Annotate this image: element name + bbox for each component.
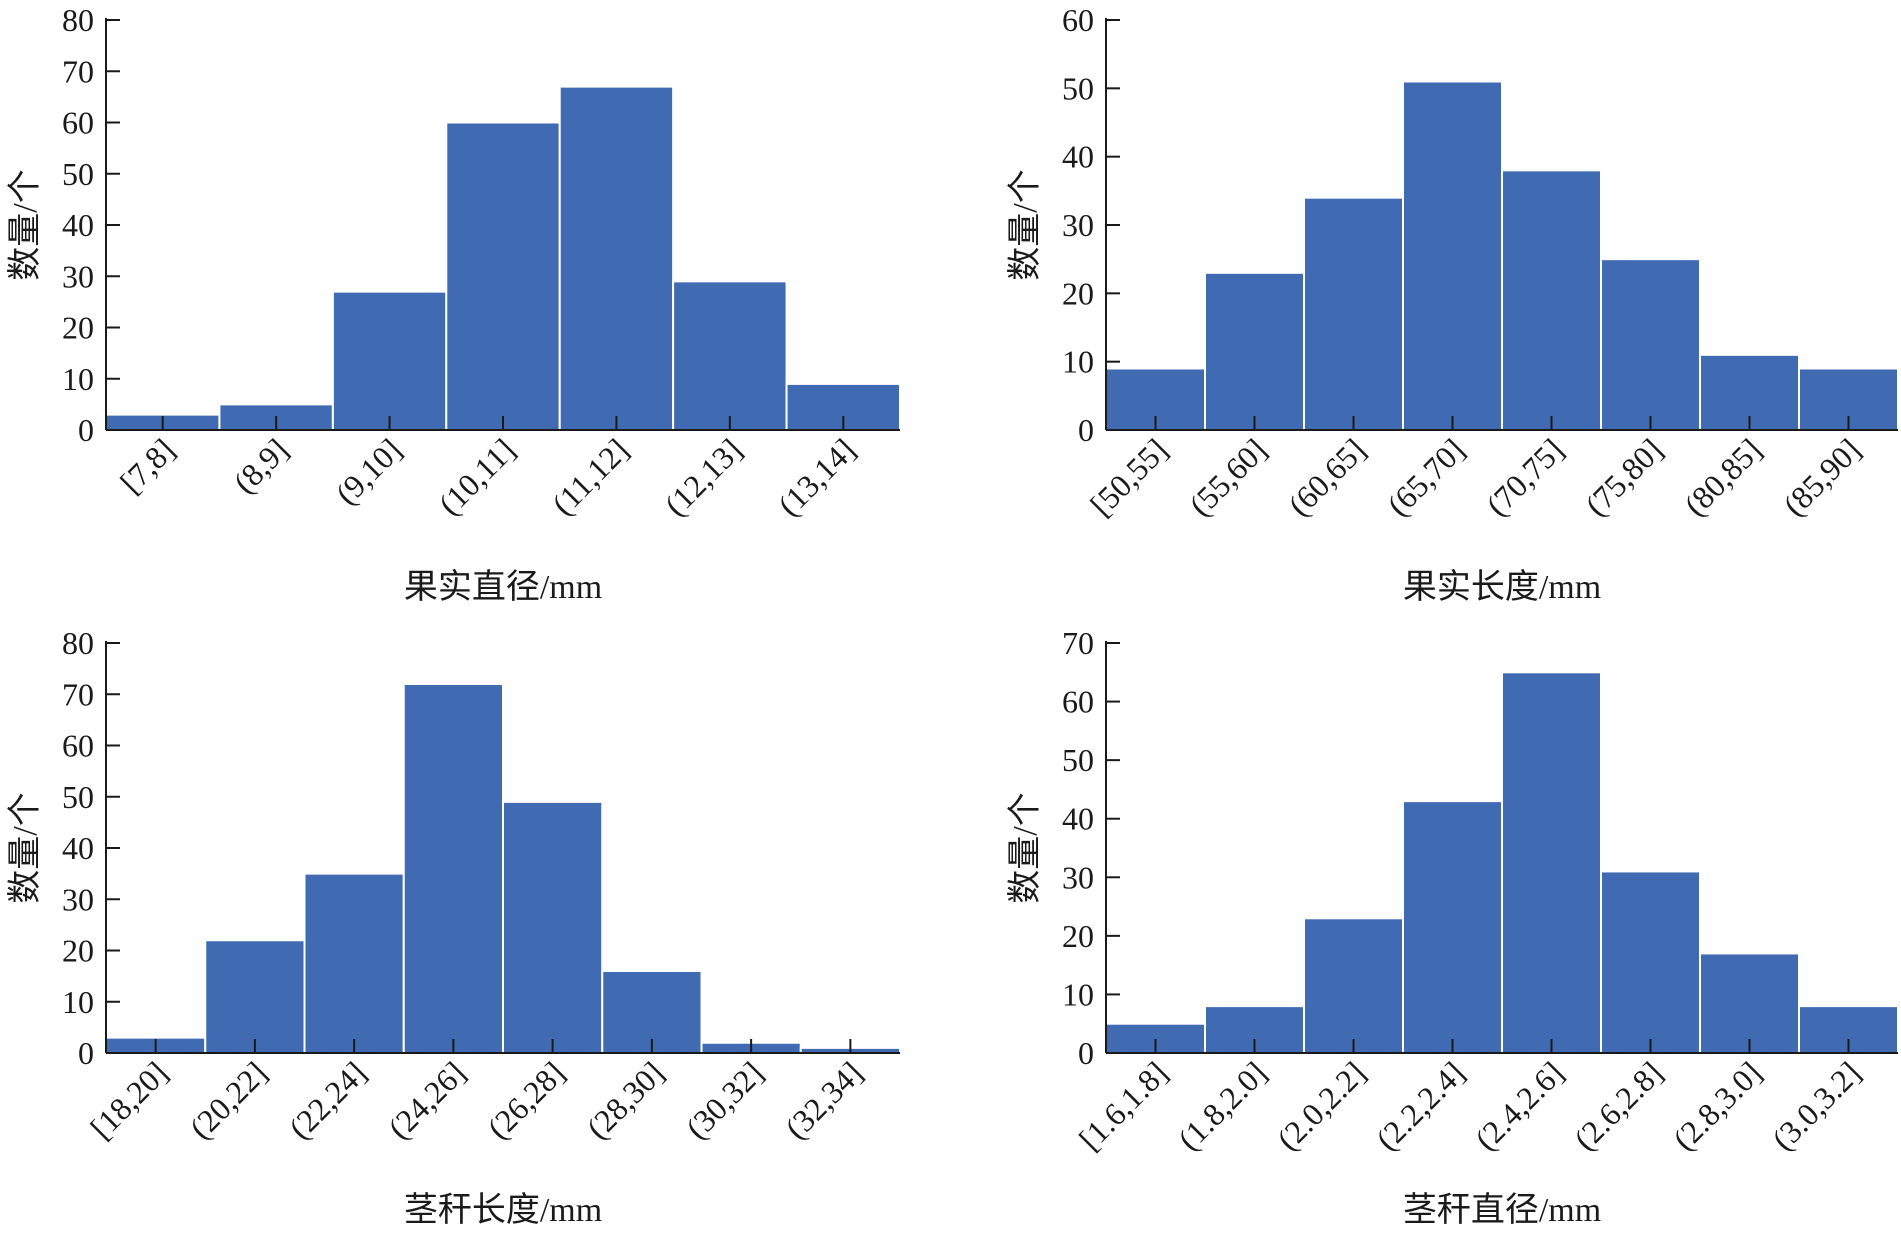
bar: [1699, 952, 1800, 1054]
y-axis-title: 数量/个: [1006, 169, 1044, 280]
y-tick-label: 10: [1062, 344, 1094, 380]
x-tick-label: (2.8,3.0]: [1666, 1054, 1769, 1157]
x-tick-label: (12,13]: [657, 431, 748, 522]
y-tick-label: 0: [78, 412, 94, 448]
x-tick-label: (26,28]: [480, 1054, 571, 1145]
y-axis-title: 数量/个: [1006, 792, 1044, 903]
bar: [1600, 870, 1701, 1054]
y-tick-label: 10: [62, 984, 94, 1020]
bar: [1303, 917, 1404, 1054]
bar: [204, 939, 306, 1054]
x-axis-title: 茎秆长度/mm: [404, 1191, 602, 1229]
y-axis-title: 数量/个: [6, 792, 44, 903]
bar: [502, 800, 604, 1055]
x-tick-label: (1.8,2.0]: [1171, 1054, 1274, 1157]
x-tick-label: (3.0,3.2]: [1765, 1054, 1868, 1157]
y-tick-label: 60: [1062, 2, 1094, 38]
bar: [303, 872, 405, 1055]
x-tick-label: (30,32]: [679, 1054, 770, 1145]
x-tick-label: [7,8]: [113, 431, 182, 500]
x-tick-label: (2.0,2.2]: [1270, 1054, 1373, 1157]
y-tick-label: 0: [1078, 412, 1094, 448]
y-tick-label: 50: [1062, 742, 1094, 778]
y-tick-label: 10: [62, 361, 94, 397]
y-tick-label: 70: [1062, 625, 1094, 661]
bar: [558, 85, 675, 432]
x-tick-label: (28,30]: [579, 1054, 670, 1145]
bar: [672, 280, 788, 432]
x-tick-label: (85,90]: [1776, 431, 1867, 522]
y-tick-label: 40: [1062, 139, 1094, 175]
y-tick-label: 10: [1062, 976, 1094, 1012]
y-tick-label: 60: [62, 105, 94, 141]
x-tick-label: (70,75]: [1479, 431, 1570, 522]
y-tick-label: 50: [62, 779, 94, 815]
bar: [1402, 80, 1503, 431]
x-axis-title: 果实长度/mm: [1403, 568, 1601, 606]
y-tick-label: 30: [1062, 207, 1094, 243]
y-tick-label: 70: [62, 676, 94, 712]
y-tick-label: 0: [1078, 1035, 1094, 1071]
x-tick-label: (9,10]: [328, 431, 408, 511]
x-axis-title: 茎秆直径/mm: [1403, 1191, 1601, 1229]
bar: [1402, 800, 1503, 1055]
x-tick-label: (11,12]: [545, 431, 636, 522]
bar: [331, 290, 448, 432]
y-tick-label: 50: [62, 156, 94, 192]
y-tick-label: 20: [62, 933, 94, 969]
chart-panel-2: 0 10 20 30 40 50 60 [50,55] (55,60] (60,65] (65,70…: [1006, 2, 1899, 606]
x-tick-label: (20,22]: [182, 1054, 273, 1145]
x-tick-label: (2.4,2.6]: [1468, 1054, 1571, 1157]
x-tick-label: (22,24]: [282, 1054, 373, 1145]
chart-panel-1: 0 10 20 30 40 50 60 70 80 [7,8] (8,9] (9,10] (10,11]…: [6, 2, 902, 606]
y-tick-label: 80: [62, 625, 94, 661]
y-axis-title: 数量/个: [6, 169, 44, 280]
x-tick-label: (75,80]: [1578, 431, 1669, 522]
y-tick-label: 50: [1062, 70, 1094, 106]
x-tick-label: [18,20]: [83, 1054, 174, 1145]
y-tick-label: 0: [78, 1035, 94, 1071]
x-tick-label: (65,70]: [1380, 431, 1471, 522]
x-tick-label: (55,60]: [1182, 431, 1273, 522]
x-tick-label: (2.6,2.8]: [1567, 1054, 1670, 1157]
y-tick-label: 80: [62, 2, 94, 38]
x-tick-label: (32,34]: [778, 1054, 869, 1145]
y-tick-label: 40: [62, 830, 94, 866]
y-tick-label: 30: [62, 881, 94, 917]
bar: [1501, 671, 1602, 1054]
y-tick-label: 20: [1062, 918, 1094, 954]
y-tick-label: 20: [62, 310, 94, 346]
y-tick-label: 30: [62, 258, 94, 294]
x-tick-label: (8,9]: [226, 431, 295, 500]
x-tick-label: (2.2,2.4]: [1369, 1054, 1472, 1157]
y-tick-label: 20: [1062, 275, 1094, 311]
y-tick-label: 30: [1062, 859, 1094, 895]
x-axis-title: 果实直径/mm: [404, 568, 602, 606]
bar: [1600, 258, 1701, 432]
y-tick-label: 40: [62, 207, 94, 243]
y-tick-label: 70: [62, 53, 94, 89]
x-tick-label: (13,14]: [771, 431, 862, 522]
x-tick-label: (10,11]: [431, 431, 522, 522]
y-tick-label: 60: [1062, 684, 1094, 720]
bar: [445, 121, 561, 431]
y-tick-label: 40: [1062, 801, 1094, 837]
x-tick-label: (24,26]: [381, 1054, 472, 1145]
bar: [1501, 169, 1602, 432]
bar: [1303, 196, 1404, 431]
y-tick-label: 60: [62, 728, 94, 764]
bar: [402, 683, 504, 1054]
x-tick-label: (60,65]: [1281, 431, 1372, 522]
x-tick-label: [50,55]: [1083, 431, 1174, 522]
bar: [1204, 271, 1305, 431]
x-tick-label: (80,85]: [1677, 431, 1768, 522]
chart-panel-4: 010203040506070[1.6,1.8](1.8,2.0](2.0,2.…: [1006, 625, 1899, 1229]
